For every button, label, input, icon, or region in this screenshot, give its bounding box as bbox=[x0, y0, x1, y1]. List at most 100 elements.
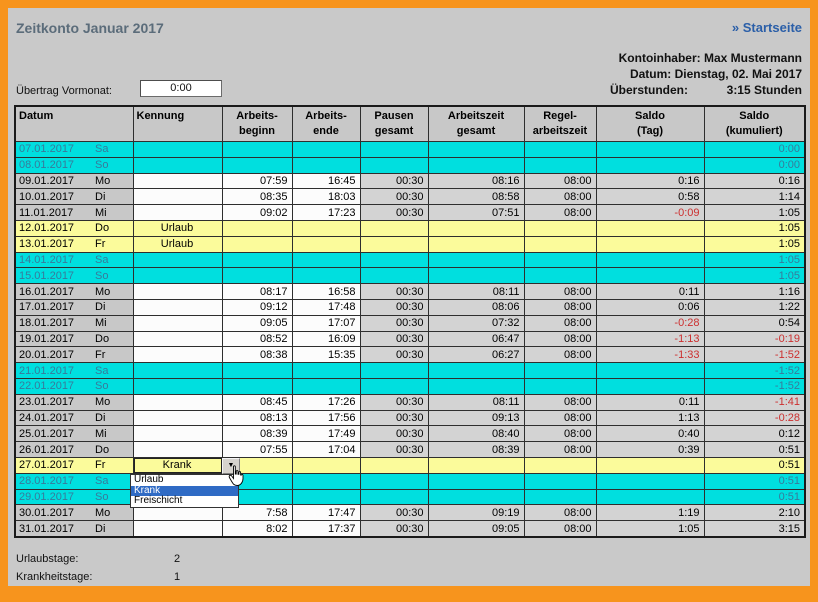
cell-arbeitsbeginn[interactable]: 08:13 bbox=[221, 409, 293, 427]
cell-saldo-kumuliert: -1:52 bbox=[703, 346, 806, 364]
cell-arbeitsbeginn[interactable]: 09:12 bbox=[221, 298, 293, 316]
cell-kennung[interactable]: Urlaub bbox=[132, 235, 223, 253]
cell-regelarbeitszeit: 08:00 bbox=[523, 298, 597, 316]
cell-arbeitsbeginn[interactable]: 09:05 bbox=[221, 314, 293, 332]
cell-arbeitsbeginn[interactable]: 8:02 bbox=[221, 520, 293, 538]
cell-arbeitsbeginn[interactable]: 07:55 bbox=[221, 441, 293, 458]
cell-saldo-kumuliert: 0:54 bbox=[703, 314, 806, 332]
cell-arbeitsende[interactable]: 17:04 bbox=[291, 441, 361, 458]
cell-arbeitsbeginn[interactable]: 7:58 bbox=[221, 504, 293, 522]
cell-saldo-kumuliert: -0:19 bbox=[703, 330, 806, 348]
cell-pausen-gesamt bbox=[359, 488, 429, 506]
sick-days-line: Krankheitstage: 1 bbox=[16, 568, 180, 586]
cell-arbeitsende[interactable]: 17:49 bbox=[291, 425, 361, 443]
cell-arbeitsbeginn[interactable]: 08:45 bbox=[221, 393, 293, 411]
cell-arbeitsbeginn[interactable]: 08:39 bbox=[221, 425, 293, 443]
vacation-days-label: Urlaubstage: bbox=[16, 553, 79, 565]
cell-arbeitsbeginn[interactable]: 08:52 bbox=[221, 330, 293, 348]
cell-kennung[interactable] bbox=[132, 520, 223, 538]
cell-arbeitsende[interactable]: 17:26 bbox=[291, 393, 361, 411]
column-header-saldo-kumuliert: Saldo (kumuliert) bbox=[703, 105, 806, 142]
cell-datum: 21.01.2017 Sa bbox=[14, 362, 134, 379]
cell-pausen-gesamt: 00:30 bbox=[359, 425, 429, 443]
cell-kennung[interactable] bbox=[132, 188, 223, 206]
cell-arbeitsende[interactable]: 17:48 bbox=[291, 298, 361, 316]
cell-arbeitsende[interactable]: 16:45 bbox=[291, 172, 361, 190]
cell-arbeitsende[interactable]: 16:58 bbox=[291, 283, 361, 300]
cell-datum: 27.01.2017 Fr bbox=[14, 456, 134, 474]
cell-pausen-gesamt bbox=[359, 219, 429, 237]
dropdown-option[interactable]: Freischicht bbox=[134, 495, 183, 507]
cell-arbeitsende[interactable]: 17:56 bbox=[291, 409, 361, 427]
cell-arbeitsende bbox=[291, 472, 361, 490]
cell-arbeitsende[interactable]: 18:03 bbox=[291, 188, 361, 206]
cell-kennung bbox=[132, 141, 223, 158]
cell-arbeitsende bbox=[291, 141, 361, 158]
cell-arbeitsende[interactable]: 16:09 bbox=[291, 330, 361, 348]
cell-saldo-tag bbox=[595, 251, 705, 269]
cell-kennung[interactable] bbox=[132, 298, 223, 316]
dropdown-option[interactable]: Krank bbox=[131, 485, 238, 497]
cell-kennung[interactable] bbox=[132, 441, 223, 458]
cell-datum: 31.01.2017 Di bbox=[14, 520, 134, 538]
cell-arbeitszeit-gesamt bbox=[427, 362, 525, 379]
cell-kennung[interactable] bbox=[132, 425, 223, 443]
summary-block: Urlaubstage: 2 Krankheitstage: 1 bbox=[16, 550, 180, 586]
cell-arbeitszeit-gesamt: 08:58 bbox=[427, 188, 525, 206]
cell-saldo-kumuliert: -1:41 bbox=[703, 393, 806, 411]
cell-kennung[interactable] bbox=[132, 346, 223, 364]
cell-arbeitsende[interactable] bbox=[291, 219, 361, 237]
cell-arbeitsende[interactable]: 17:47 bbox=[291, 504, 361, 522]
cell-kennung[interactable] bbox=[132, 393, 223, 411]
table-row: 25.01.2017 Mi 08:39 17:49 00:30 08:40 08:00 0:4… bbox=[14, 425, 806, 443]
cell-pausen-gesamt bbox=[359, 456, 429, 474]
cell-kennung[interactable] bbox=[132, 330, 223, 348]
carryover-input[interactable]: 0:00 bbox=[140, 80, 222, 97]
cell-arbeitsende[interactable]: 17:23 bbox=[291, 204, 361, 221]
cell-datum: 22.01.2017 So bbox=[14, 377, 134, 395]
cell-kennung[interactable] bbox=[132, 283, 223, 300]
cell-regelarbeitszeit bbox=[523, 472, 597, 490]
cell-arbeitsende[interactable]: 17:07 bbox=[291, 314, 361, 332]
cell-datum: 09.01.2017 Mo bbox=[14, 172, 134, 190]
cell-arbeitsbeginn bbox=[221, 488, 293, 506]
cell-kennung[interactable] bbox=[132, 204, 223, 221]
cell-arbeitsbeginn[interactable]: 09:02 bbox=[221, 204, 293, 221]
cell-arbeitszeit-gesamt bbox=[427, 156, 525, 174]
startseite-link[interactable]: » Startseite bbox=[731, 20, 802, 35]
cell-arbeitsbeginn[interactable]: 08:17 bbox=[221, 283, 293, 300]
cell-arbeitsende[interactable] bbox=[291, 235, 361, 253]
cell-regelarbeitszeit: 08:00 bbox=[523, 425, 597, 443]
cell-arbeitsbeginn[interactable]: 07:59 bbox=[221, 172, 293, 190]
cell-kennung bbox=[132, 362, 223, 379]
dropdown-option[interactable]: Urlaub bbox=[134, 474, 164, 485]
cell-saldo-tag: 1:13 bbox=[595, 409, 705, 427]
cell-arbeitsende[interactable] bbox=[291, 456, 361, 474]
table-row: 12.01.2017 Do Urlaub 1:05 bbox=[14, 219, 806, 237]
cell-kennung[interactable] bbox=[132, 409, 223, 427]
cell-saldo-kumuliert: -0:28 bbox=[703, 409, 806, 427]
cell-arbeitsbeginn bbox=[221, 251, 293, 269]
cell-arbeitsende bbox=[291, 156, 361, 174]
cell-kennung[interactable] bbox=[132, 172, 223, 190]
cell-saldo-tag: 0:06 bbox=[595, 298, 705, 316]
cell-arbeitsbeginn[interactable] bbox=[221, 235, 293, 253]
cell-saldo-kumuliert: 0:51 bbox=[703, 472, 806, 490]
cell-kennung[interactable]: Urlaub bbox=[132, 219, 223, 237]
cell-datum: 18.01.2017 Mi bbox=[14, 314, 134, 332]
cell-arbeitsbeginn[interactable] bbox=[221, 219, 293, 237]
cell-arbeitszeit-gesamt: 08:39 bbox=[427, 441, 525, 458]
cell-arbeitsbeginn[interactable]: 08:35 bbox=[221, 188, 293, 206]
cell-arbeitsbeginn[interactable]: 08:38 bbox=[221, 346, 293, 364]
cell-arbeitsende[interactable]: 17:37 bbox=[291, 520, 361, 538]
cell-regelarbeitszeit: 08:00 bbox=[523, 172, 597, 190]
cell-saldo-tag bbox=[595, 377, 705, 395]
cell-kennung[interactable] bbox=[132, 314, 223, 332]
cell-arbeitsende[interactable]: 15:35 bbox=[291, 346, 361, 364]
cell-arbeitszeit-gesamt: 08:11 bbox=[427, 283, 525, 300]
cell-arbeitszeit-gesamt bbox=[427, 267, 525, 285]
cell-datum: 17.01.2017 Di bbox=[14, 298, 134, 316]
cell-arbeitsende bbox=[291, 251, 361, 269]
cell-kennung[interactable]: Krank bbox=[132, 456, 223, 474]
